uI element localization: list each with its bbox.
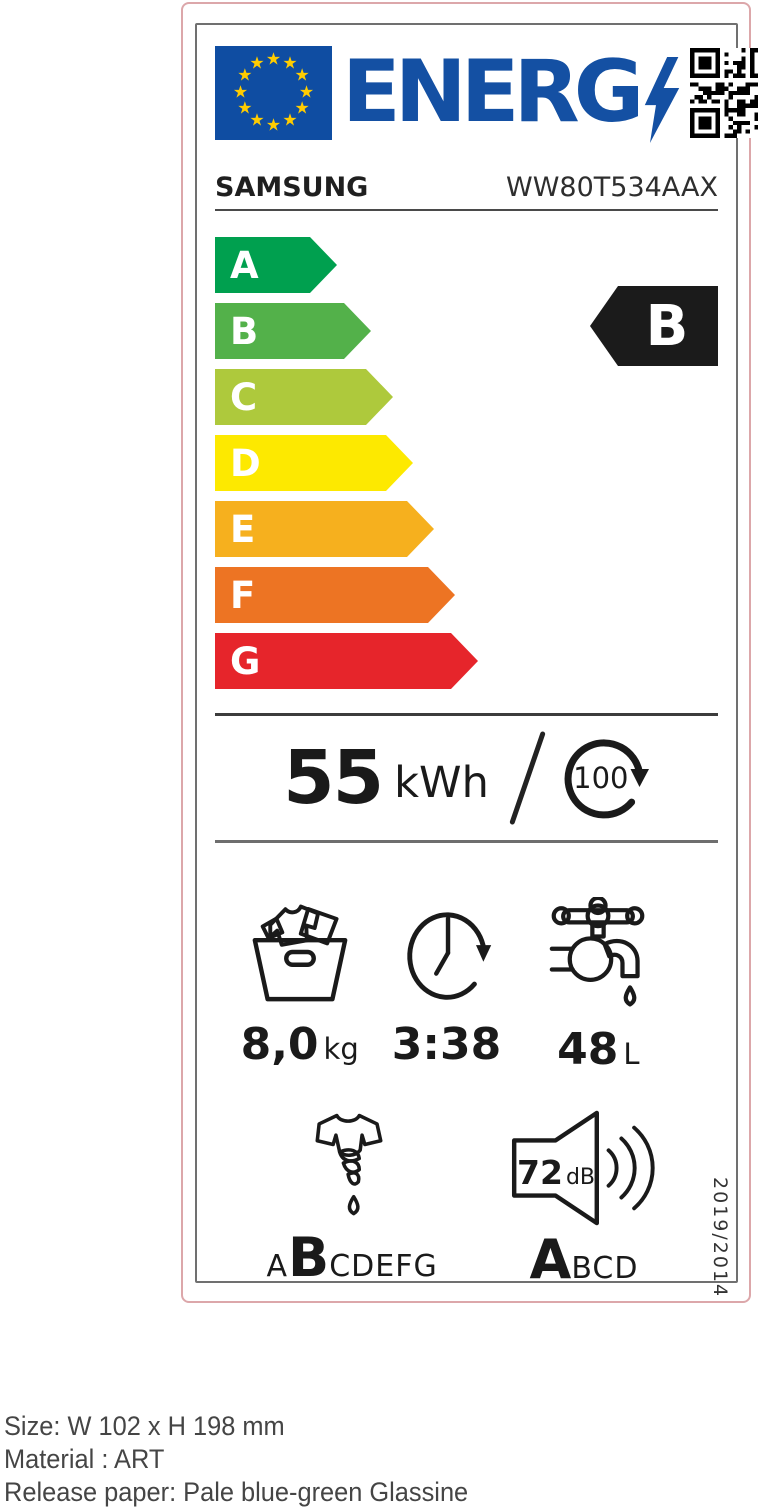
class-letter: C bbox=[592, 1251, 615, 1286]
print-spec-text: Size: W 102 x H 198 mm Material : ART Re… bbox=[4, 1410, 468, 1509]
eu-star: ★ bbox=[298, 82, 315, 102]
class-letter: E bbox=[375, 1249, 396, 1284]
class-letter: C bbox=[329, 1249, 352, 1284]
metrics-row: 8,0 kg 3:38 bbox=[215, 895, 718, 1075]
lightning-bolt-icon bbox=[645, 56, 680, 143]
duration-metric: 3:38 bbox=[374, 897, 523, 1075]
spec-release-paper: Release paper: Pale blue-green Glassine bbox=[4, 1477, 469, 1507]
energy-value: 55 bbox=[283, 735, 384, 821]
spec-size: Size: W 102 x H 198 mm bbox=[4, 1411, 285, 1441]
eu-star: ★ bbox=[265, 49, 282, 69]
class-letter: A bbox=[266, 1249, 289, 1284]
spec-material: Material : ART bbox=[4, 1444, 165, 1474]
energy-logo-text: ENERG bbox=[342, 41, 644, 142]
selected-class-letter: B bbox=[288, 1226, 330, 1289]
class-arrow-E: E bbox=[215, 501, 434, 557]
brand-row: SAMSUNG WW80T534AAX bbox=[215, 172, 718, 203]
noise-level: 72 dB bbox=[517, 1153, 595, 1192]
regulation-number: 2019/2014 bbox=[709, 1177, 731, 1299]
class-letter: F bbox=[395, 1249, 414, 1284]
eu-star: ★ bbox=[294, 98, 310, 119]
cycle-arrow-icon: 100 bbox=[560, 733, 650, 823]
capacity-metric: 8,0 kg bbox=[225, 897, 374, 1075]
eu-star: ★ bbox=[265, 115, 282, 135]
rating-letter: B bbox=[645, 293, 689, 359]
class-arrow-G: G bbox=[215, 633, 478, 689]
class-letter: G bbox=[413, 1249, 438, 1284]
clock-icon bbox=[407, 912, 492, 1000]
spin-class-letters: ABCDEFG bbox=[266, 1231, 437, 1298]
energy-consumption-section: 55 kWh 100 bbox=[215, 713, 718, 843]
class-arrow-F: F bbox=[215, 567, 455, 623]
eu-star: ★ bbox=[232, 82, 249, 102]
spin-dry-shirt-icon bbox=[315, 1113, 383, 1216]
class-letter: D bbox=[614, 1251, 639, 1286]
energy-unit: kWh bbox=[394, 758, 489, 808]
eu-star: ★ bbox=[282, 53, 298, 74]
rating-arrow: B bbox=[590, 286, 718, 366]
class-letter: B bbox=[571, 1251, 593, 1286]
class-arrow-D: D bbox=[215, 435, 413, 491]
water-tap-icon bbox=[550, 895, 645, 1007]
label-border: ★ ★ ★ ★ ★ ★ ★ ★ ★ ★ ★ ★ ENERG SAMSUNG WW80T534AAX A… bbox=[195, 23, 758, 1298]
eu-star: ★ bbox=[249, 53, 265, 74]
per-slash bbox=[509, 730, 546, 826]
spin-class: ABCDEFG bbox=[266, 1109, 437, 1300]
noise-class: 72 dB ABCD bbox=[502, 1109, 667, 1300]
selected-class-letter: A bbox=[529, 1228, 572, 1291]
eu-star: ★ bbox=[294, 65, 310, 86]
model-number: WW80T534AAX bbox=[506, 172, 718, 203]
energy-label: ★ ★ ★ ★ ★ ★ ★ ★ ★ ★ ★ ★ ENERG SAMSUNG WW80T534AAX A… bbox=[181, 2, 758, 1303]
divider bbox=[215, 209, 718, 211]
class-row: ABCDEFG 72 dB ABCD bbox=[215, 1109, 718, 1300]
energy-logo: ENERG bbox=[342, 41, 682, 143]
class-arrow-B: B bbox=[215, 303, 371, 359]
class-arrow-A: A bbox=[215, 237, 337, 293]
class-arrow-C: C bbox=[215, 369, 393, 425]
cycles-count: 100 bbox=[573, 761, 629, 795]
laundry-basket-icon bbox=[252, 904, 348, 1002]
brand-name: SAMSUNG bbox=[215, 172, 369, 203]
noise-class-letters: ABCD bbox=[502, 1233, 667, 1300]
speaker-icon: 72 dB bbox=[509, 1109, 659, 1227]
qr-code-icon bbox=[690, 47, 758, 138]
label-header: ★ ★ ★ ★ ★ ★ ★ ★ ★ ★ ★ ★ ENERG bbox=[215, 41, 758, 143]
eu-star: ★ bbox=[249, 110, 265, 131]
eu-star: ★ bbox=[237, 98, 253, 119]
eu-star: ★ bbox=[282, 110, 298, 131]
class-letter: D bbox=[351, 1249, 376, 1284]
eu-star: ★ bbox=[237, 65, 253, 86]
eu-flag-icon: ★ ★ ★ ★ ★ ★ ★ ★ ★ ★ ★ ★ bbox=[215, 45, 332, 140]
water-metric: 48 L bbox=[524, 895, 673, 1075]
